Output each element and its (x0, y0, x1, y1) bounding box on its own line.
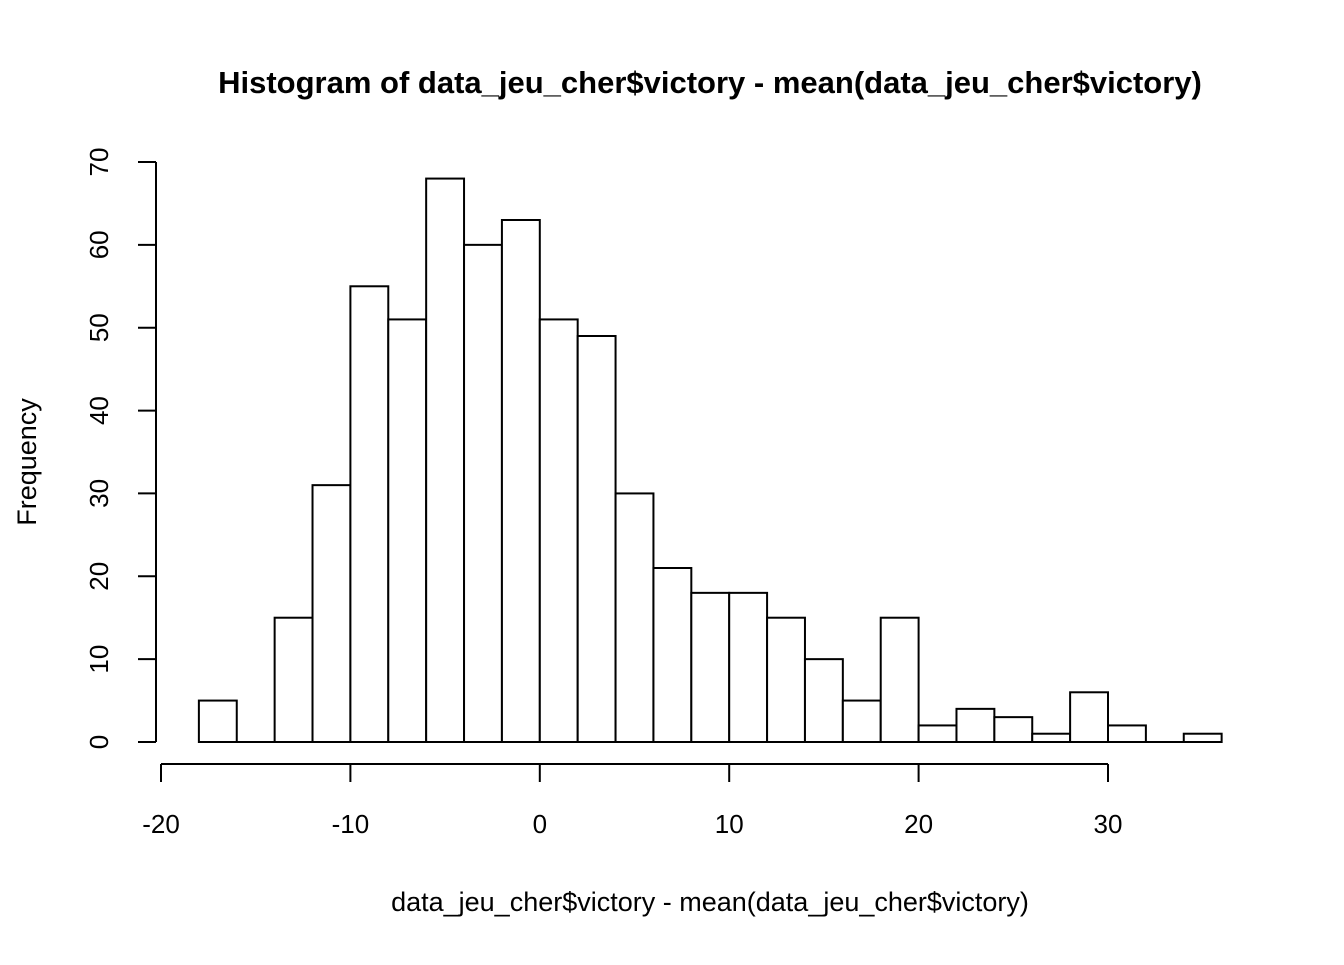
x-tick-label: 20 (904, 809, 933, 839)
x-tick-label: 10 (715, 809, 744, 839)
x-tick-label: 30 (1094, 809, 1123, 839)
y-tick-label: 0 (84, 735, 114, 749)
histogram-bar (538, 318, 579, 743)
x-axis-label: data_jeu_cher$victory - mean(data_jeu_ch… (391, 887, 1029, 917)
histogram-bar (993, 716, 1034, 744)
chart-title: Histogram of data_jeu_cher$victory - mea… (218, 65, 1202, 100)
histogram-bar (500, 219, 541, 743)
y-axis: 0 10 20 30 40 50 60 70 (84, 148, 157, 749)
histogram-bar (349, 285, 390, 743)
histogram-bar (803, 658, 844, 744)
y-tick-label: 20 (84, 562, 114, 591)
y-tick-label: 40 (84, 396, 114, 425)
y-tick-label: 60 (84, 230, 114, 259)
histogram-bar (879, 616, 920, 744)
histogram-bar (955, 707, 996, 743)
histogram-bar (311, 484, 352, 743)
histogram-bar (273, 616, 314, 744)
histogram-bar (766, 616, 806, 744)
x-axis: -20 -10 0 10 20 30 (142, 763, 1123, 839)
histogram-bar (1182, 732, 1223, 744)
y-axis-label: Frequency (12, 398, 42, 526)
histogram-bar (1107, 724, 1147, 744)
histogram-bar (1069, 691, 1109, 743)
histogram-bar (917, 724, 958, 744)
histogram-bar (841, 699, 882, 743)
histogram-bar (614, 492, 655, 743)
histogram-bar (728, 591, 769, 743)
histogram-bar (576, 335, 617, 743)
histogram-bar (652, 567, 693, 743)
x-tick-label: 0 (533, 809, 547, 839)
y-tick-label: 10 (84, 645, 114, 674)
histogram-bar (463, 243, 503, 743)
histogram-bar (197, 699, 238, 743)
x-tick-label: -10 (332, 809, 370, 839)
y-tick-label: 50 (84, 313, 114, 342)
histogram-bar (1031, 732, 1072, 744)
histogram-bar (425, 177, 466, 744)
x-tick-label: -20 (142, 809, 180, 839)
y-tick-label: 30 (84, 479, 114, 508)
histogram-bar (387, 318, 428, 743)
y-tick-label: 70 (84, 148, 114, 177)
bars-layer (197, 177, 1223, 744)
histogram-bar (690, 591, 731, 743)
